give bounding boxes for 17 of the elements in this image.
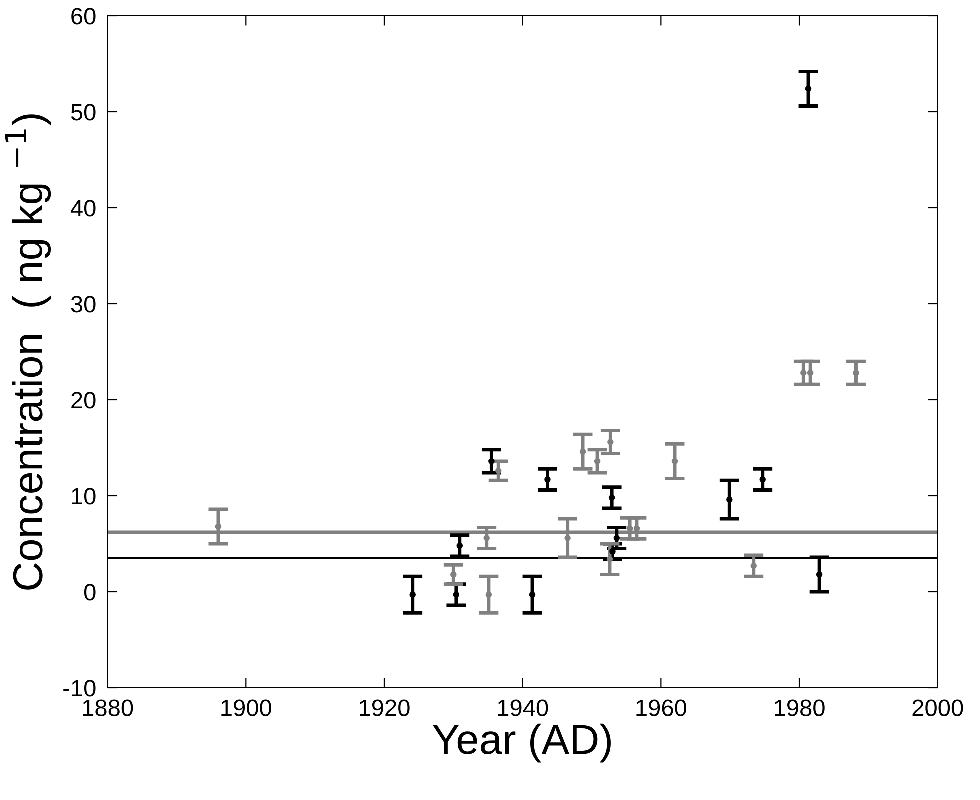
x-axis-title: Year (AD) (433, 724, 611, 763)
x-tick-label: 1940 (498, 700, 548, 716)
y-tick-label: 30 (71, 296, 96, 313)
y-tick-label: 20 (72, 392, 96, 409)
x-tick-label: 1880 (83, 700, 134, 716)
y-tick-label: 10 (72, 488, 96, 505)
x-tick-label: 1980 (775, 700, 825, 716)
y-tick-label: 50 (71, 104, 96, 121)
x-tick-label: 1920 (360, 700, 410, 716)
y-tick-label: -10 (64, 680, 96, 697)
y-tick-label: 60 (72, 8, 96, 25)
y-tick-label: 0 (84, 584, 96, 601)
x-tick-label: 2000 (912, 700, 964, 716)
y-tick-label: 40 (70, 200, 96, 217)
x-tick-label: 1900 (222, 700, 272, 716)
x-tick-label: 1960 (636, 700, 687, 716)
y-axis-title: Concentration ( ng kg $^{−1}$) (5, 114, 52, 590)
